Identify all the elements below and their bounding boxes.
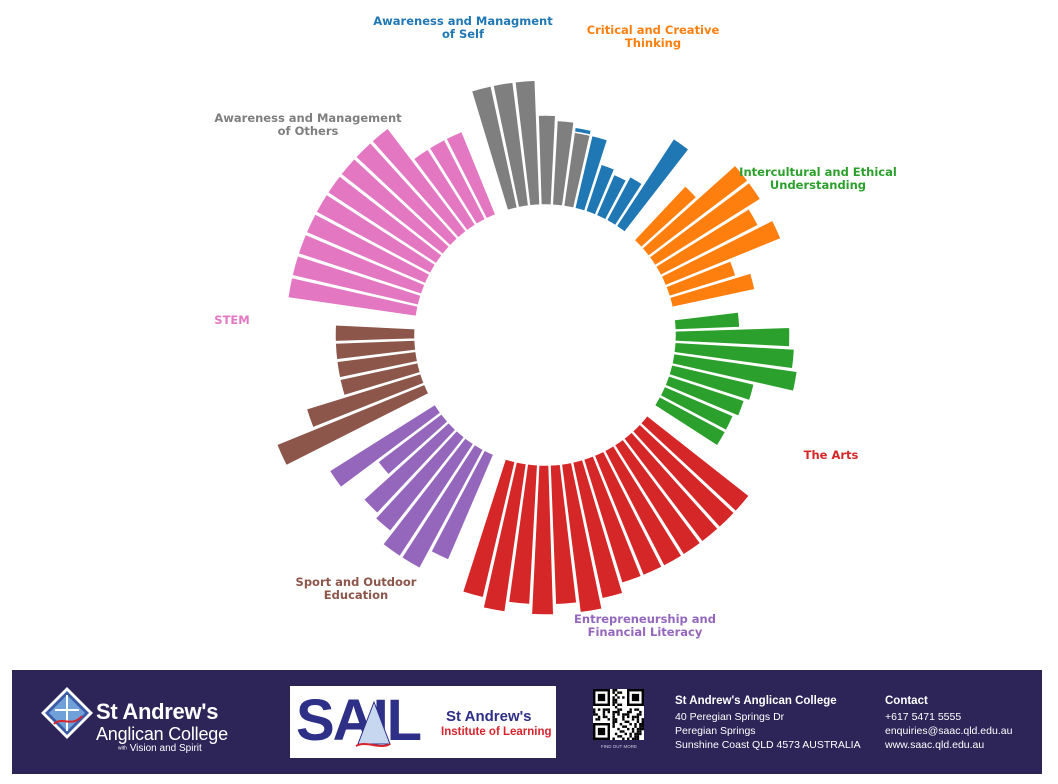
bar-3-3	[613, 438, 702, 557]
category-label-5: Sport and Outdoor Education	[295, 575, 417, 602]
address-title: St Andrew's Anglican College	[675, 695, 837, 707]
sail-title: St Andrew's	[446, 708, 532, 725]
bar-0-4	[573, 134, 609, 213]
bar-0-7	[605, 175, 644, 227]
bar-4-3	[374, 429, 466, 533]
bar-7-1	[491, 81, 530, 209]
bar-3-10	[530, 464, 555, 616]
sail-subtitle: Institute of Learning	[441, 726, 552, 738]
bar-1-1	[640, 163, 750, 258]
category-label-7: Awareness and Management of Others	[214, 111, 402, 138]
bar-4-6	[328, 403, 442, 489]
bar-4-1	[400, 443, 485, 570]
bar-3-2	[622, 430, 720, 544]
bar-5-1	[305, 372, 426, 429]
sail-logo: SAIL St Andrew's Institute of Learning	[290, 686, 556, 758]
bar-4-5	[376, 412, 450, 477]
address-line: Peregian Springs	[675, 725, 756, 737]
footer-banner: St Andrew's Anglican College with Vision…	[12, 670, 1042, 774]
bar-3-6	[582, 454, 643, 585]
category-label-3: The Arts	[803, 448, 859, 462]
bar-5-0	[275, 383, 430, 467]
qr-caption: FIND OUT MORE	[601, 744, 637, 749]
bar-3-12	[482, 460, 528, 613]
bar-6-8	[370, 126, 468, 240]
contact-email-link[interactable]: enquiries@saac.qld.edu.au	[885, 725, 1013, 737]
bar-2-1	[674, 326, 791, 348]
bar-1-6	[668, 271, 757, 309]
bar-7-5	[562, 131, 592, 210]
bar-2-5	[663, 374, 746, 418]
bar-6-5	[326, 174, 444, 265]
bar-2-6	[658, 385, 735, 432]
bar-3-0	[639, 414, 751, 513]
bar-6-1	[290, 254, 423, 307]
bar-7-0	[470, 84, 519, 212]
bar-3-9	[549, 463, 578, 606]
bar-3-11	[507, 462, 539, 606]
bar-4-0	[429, 448, 495, 562]
bar-6-0	[286, 276, 420, 318]
tagline-text: Vision and Spirit	[129, 743, 202, 754]
college-name-line2: Anglican College	[96, 724, 228, 744]
bar-3-1	[631, 422, 736, 529]
bar-0-5	[584, 163, 616, 217]
bar-7-2	[513, 79, 541, 207]
category-label-1: Critical and Creative Thinking	[586, 23, 720, 50]
bar-7-4	[551, 119, 576, 208]
bar-1-4	[660, 219, 783, 287]
college-crest-icon	[41, 687, 93, 739]
contact-phone: +617 5471 5555	[885, 711, 962, 723]
category-label-4: Entrepreneurship and Financial Literacy	[574, 612, 716, 639]
bar-3-7	[571, 458, 624, 600]
category-label-6: STEM	[214, 313, 250, 327]
bar-2-2	[672, 341, 796, 370]
bar-3-5	[593, 450, 664, 577]
sail-boat-icon	[355, 700, 391, 747]
tagline-with: with	[118, 745, 127, 752]
bar-5-5	[334, 323, 416, 343]
address-line: 40 Peregian Springs Dr	[675, 711, 785, 723]
category-label-0: Awareness and Managment of Self	[373, 14, 553, 41]
bar-1-0	[632, 184, 698, 249]
bar-0-8	[615, 137, 691, 234]
bar-4-4	[362, 421, 458, 515]
bar-2-0	[673, 311, 741, 331]
radial-bar-chart: Awareness and Managment of Self Critical …	[214, 14, 897, 639]
chart-canvas	[275, 79, 799, 616]
bar-1-3	[654, 207, 760, 277]
bar-6-6	[339, 157, 451, 256]
bar-6-11	[444, 130, 497, 220]
bar-7-3	[537, 114, 557, 206]
bar-2-3	[670, 352, 799, 393]
bar-6-10	[428, 138, 487, 226]
bar-6-2	[297, 233, 427, 296]
contact-title: Contact	[885, 695, 928, 707]
bar-1-2	[648, 181, 762, 267]
category-label-2: Intercultural and Ethical Understanding	[739, 165, 897, 192]
bar-2-7	[653, 395, 727, 448]
bar-5-4	[334, 339, 417, 361]
bar-3-13	[461, 457, 517, 599]
college-name: St Andrew's	[96, 699, 219, 724]
bar-3-4	[603, 444, 684, 568]
address-line: Sunshine Coast QLD 4573 AUSTRALIA	[675, 739, 861, 751]
bar-0-6	[595, 173, 628, 222]
bar-6-7	[354, 141, 459, 248]
bar-5-2	[338, 361, 422, 397]
bar-6-9	[412, 147, 477, 232]
contact-website-link[interactable]: www.saac.qld.edu.au	[885, 739, 985, 751]
bar-2-4	[667, 363, 756, 402]
bar-3-8	[560, 461, 604, 614]
bar-5-3	[335, 350, 419, 379]
college-tagline: with Vision and Spirit	[118, 743, 202, 754]
bar-6-3	[305, 212, 432, 285]
bar-6-4	[314, 193, 437, 275]
qr-code-icon[interactable]	[593, 689, 644, 740]
bar-4-2	[381, 436, 475, 558]
bar-1-5	[664, 259, 737, 298]
